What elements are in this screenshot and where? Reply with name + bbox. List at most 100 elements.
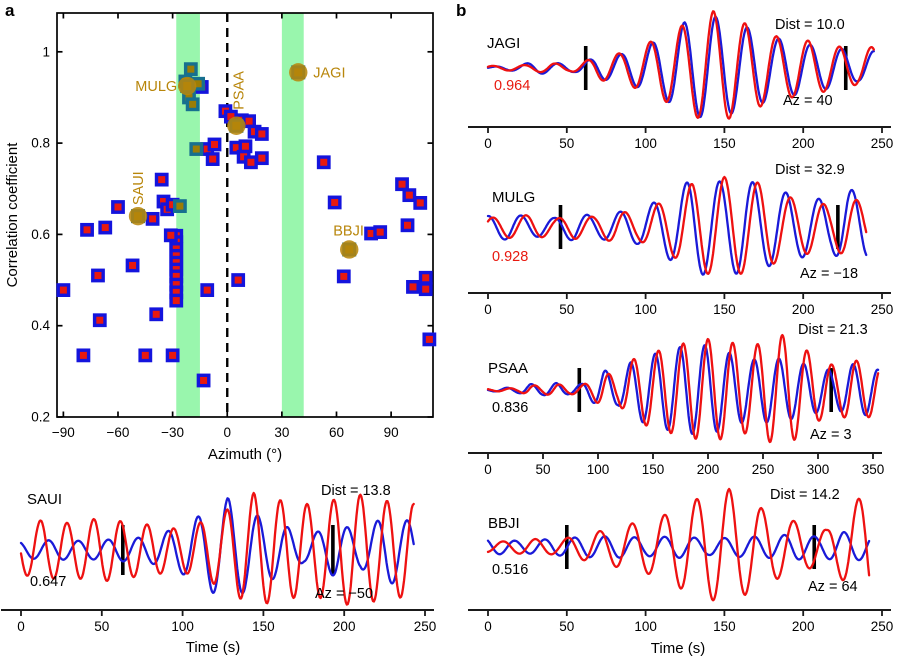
scatter-point [316, 155, 331, 170]
time-window-mark [812, 525, 817, 569]
time-axis: 0 50 100 150 200 250 [468, 292, 893, 317]
svg-text:250: 250 [414, 619, 437, 634]
svg-text:50: 50 [559, 302, 574, 317]
scatter-point [336, 269, 351, 284]
scatter-point [327, 195, 342, 210]
svg-text:250: 250 [871, 619, 894, 634]
correlation-value: 0.964 [494, 78, 531, 94]
saui-waveform-panel: 0 50 100 150 200 250 SAUI 0.647 Dist = 13.8 A… [0, 470, 450, 664]
scatter-point [373, 225, 388, 240]
svg-text:250: 250 [871, 136, 894, 151]
svg-text:0: 0 [484, 462, 492, 477]
scatter-point [138, 348, 153, 363]
station-name: MULG [492, 189, 536, 206]
svg-text:0: 0 [17, 619, 25, 634]
svg-text:100: 100 [634, 619, 657, 634]
svg-text:90: 90 [384, 425, 399, 440]
panel-b-label: b [456, 1, 467, 20]
red-trace [19, 491, 415, 606]
svg-text:30: 30 [274, 425, 289, 440]
highlight-points [173, 62, 206, 213]
svg-text:1: 1 [42, 44, 50, 59]
svg-text:150: 150 [252, 619, 275, 634]
time-window-mark [843, 46, 848, 90]
mulg-waveform-panel: 0 50 100 150 200 250 MULG 0.928 Dist = 32.9 A… [450, 160, 900, 320]
blue-trace [486, 180, 868, 276]
time-window-mark [583, 46, 588, 90]
svg-text:0.8: 0.8 [31, 136, 50, 151]
svg-text:0: 0 [484, 619, 492, 634]
station-label: MULG [135, 79, 177, 95]
azimuth-label: Az = 40 [783, 93, 833, 109]
distance-label: Dist = 14.2 [770, 487, 840, 503]
correlation-value: 0.516 [492, 562, 529, 578]
mulg-waveform-plot: 0 50 100 150 200 250 [468, 175, 893, 317]
scatter-point [165, 348, 180, 363]
svg-text:60: 60 [329, 425, 344, 440]
station-circle [340, 240, 359, 259]
saui-waveform-plot: 0 50 100 150 200 250 [1, 491, 437, 634]
station-circle [289, 63, 308, 82]
scatter-point [418, 270, 433, 285]
scatter-point [244, 155, 258, 170]
station-label: SAUI [131, 171, 147, 205]
correlation-value: 0.928 [492, 249, 529, 265]
scatter-point [205, 152, 220, 166]
svg-text:50: 50 [94, 619, 109, 634]
scatter-points [56, 80, 437, 388]
scatter-point [231, 273, 246, 287]
svg-text:150: 150 [713, 302, 736, 317]
station-circle [128, 206, 148, 226]
time-axis-label: Time (s) [650, 640, 706, 657]
scatter-point [80, 222, 94, 237]
station-label: PSAA [231, 71, 247, 110]
scatter-point [200, 283, 215, 297]
scatter-point [185, 97, 200, 112]
y-axis-title: Correlation coefficient [4, 142, 21, 288]
svg-text:200: 200 [792, 302, 815, 317]
time-axis: 0 50 100 150 200 250 300 350 [468, 452, 884, 477]
scatter-point [125, 258, 140, 273]
svg-text:200: 200 [697, 462, 720, 477]
svg-text:200: 200 [792, 619, 815, 634]
red-trace [486, 487, 871, 602]
svg-text:50: 50 [535, 462, 550, 477]
blue-trace [486, 344, 880, 435]
station-label: BBJI [333, 223, 364, 239]
svg-text:50: 50 [559, 619, 574, 634]
scatter-point [402, 188, 417, 203]
scatter-point [189, 142, 204, 156]
red-trace [486, 10, 875, 120]
svg-text:100: 100 [587, 462, 610, 477]
svg-text:200: 200 [333, 619, 356, 634]
svg-text:100: 100 [634, 302, 657, 317]
svg-text:0: 0 [484, 136, 492, 151]
station-circle [227, 116, 246, 135]
scatter-point [254, 127, 269, 141]
psaa-waveform-plot: 0 50 100 150 200 250 300 350 [468, 333, 884, 477]
correlation-value: 0.836 [492, 400, 529, 416]
psaa-waveform-panel: 0 50 100 150 200 250 300 350 PSAA 0.836 Dist = … [450, 320, 900, 486]
svg-text:100: 100 [634, 136, 657, 151]
azimuth-label: Az = 3 [810, 427, 852, 443]
svg-text:150: 150 [713, 136, 736, 151]
distance-label: Dist = 10.0 [775, 17, 845, 33]
time-window-mark [558, 205, 563, 249]
scatter-point [98, 220, 113, 235]
azimuth-label: Az = 64 [808, 579, 858, 595]
svg-text:100: 100 [171, 619, 194, 634]
svg-text:−60: −60 [107, 425, 130, 440]
station-circle [177, 76, 197, 96]
scatter-point [91, 268, 105, 283]
x-axis-title: Azimuth (°) [208, 446, 282, 463]
red-trace [486, 175, 868, 275]
svg-text:50: 50 [559, 136, 574, 151]
station-markers: SAUI MULG PSAA JAGI BBJI [128, 63, 364, 259]
jagi-waveform-panel: 0 50 100 150 200 250 JAGI 0.964 Dist = 10.0 A… [450, 0, 900, 160]
scatter-point [196, 373, 211, 388]
scatter-point [56, 283, 71, 297]
scatter-point [400, 218, 415, 233]
scatter-point [413, 196, 428, 210]
scatter-point [173, 199, 187, 213]
